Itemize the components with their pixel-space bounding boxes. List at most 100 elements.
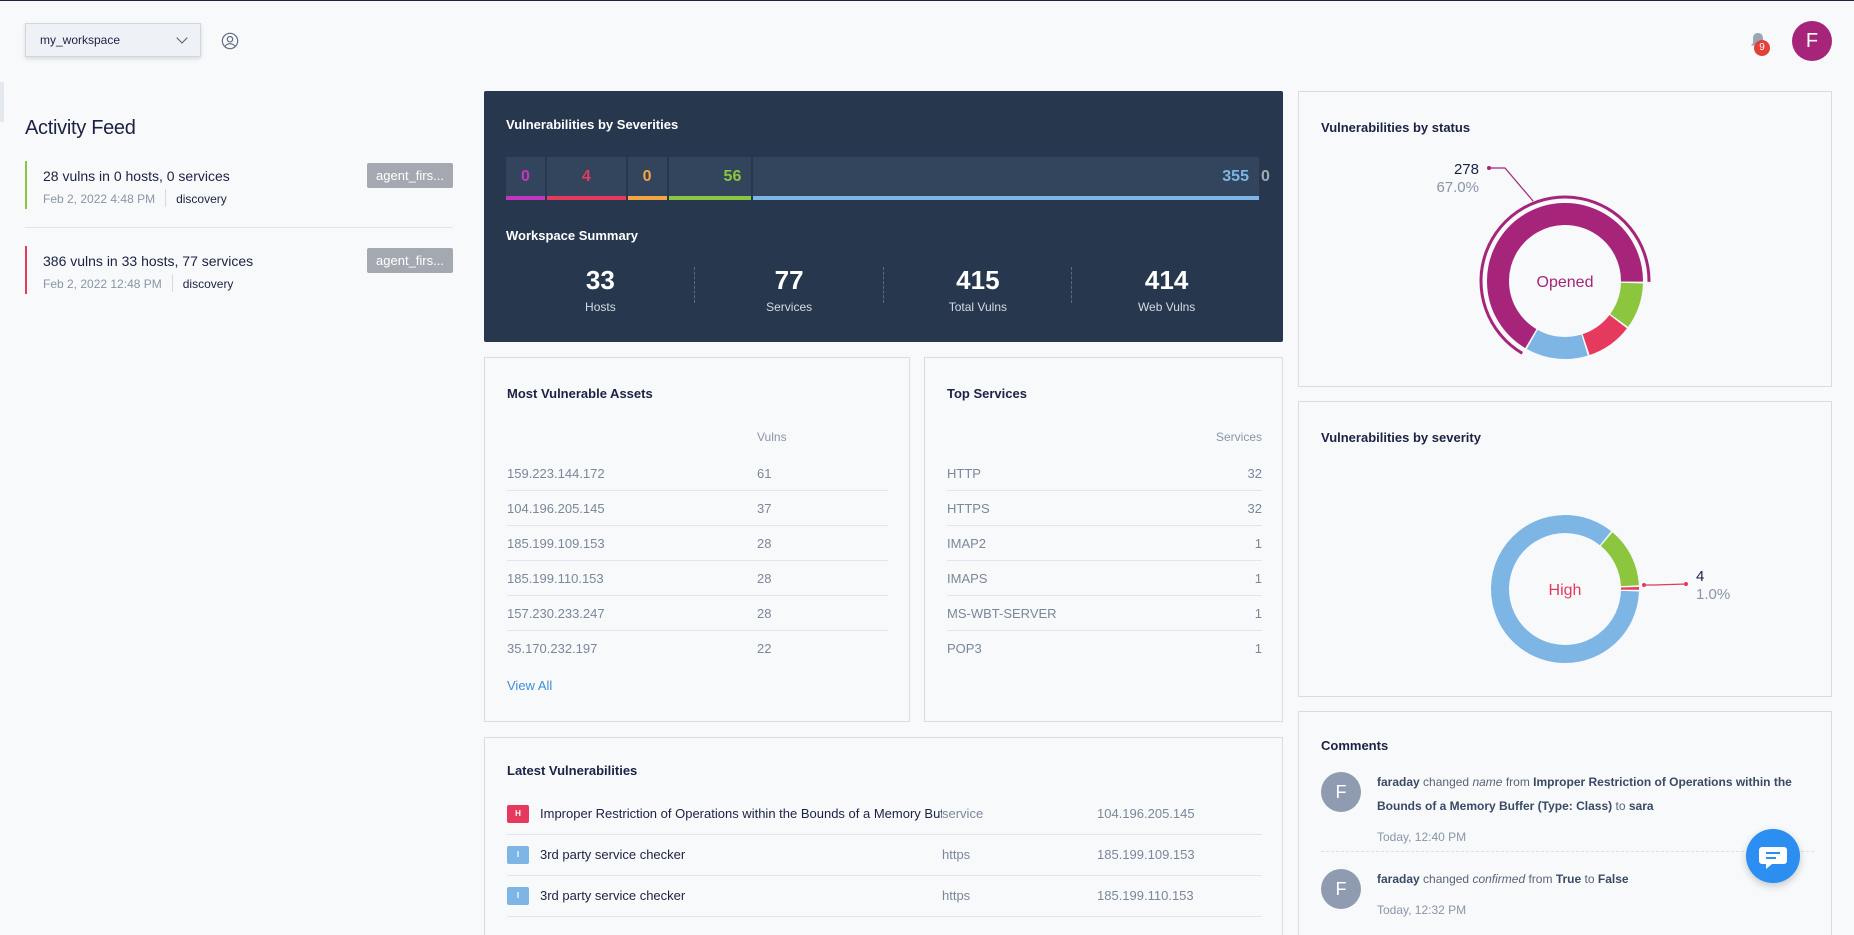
severity-count-value: 0	[520, 168, 530, 185]
severity-bar: 0 4 0 56 355 0	[506, 157, 1270, 200]
most-vulnerable-assets-card: Most Vulnerable Assets Vulns 159.223.144…	[484, 357, 910, 722]
asset-vulns: 28	[757, 570, 772, 586]
table-row[interactable]: I 3rd party service checker https 185.19…	[507, 834, 1262, 876]
donut-slice-medium[interactable]	[1600, 532, 1639, 587]
table-row[interactable]: IMAP2 1	[947, 526, 1262, 561]
service-name: HTTPS	[947, 500, 990, 516]
stat-label: Services	[766, 300, 813, 314]
donut-slice-info[interactable]	[1491, 515, 1639, 663]
donut-highlight-arc	[1479, 195, 1651, 355]
card-title: Top Services	[947, 386, 1027, 401]
table-row[interactable]: 104.196.205.145 37	[507, 491, 888, 526]
table-row[interactable]: H Improper Restriction of Operations wit…	[507, 793, 1262, 835]
severity-badge: I	[507, 845, 529, 864]
service-name: IMAP2	[947, 535, 987, 551]
table-row[interactable]: 185.199.110.153 28	[507, 561, 888, 596]
divider	[693, 267, 695, 303]
service-name: IMAPS	[947, 570, 988, 586]
feed-item[interactable]: 28 vulns in 0 hosts, 0 services Feb 2, 2…	[25, 161, 453, 213]
stat-value: 77	[774, 265, 804, 295]
table-row[interactable]: 185.199.109.153 28	[507, 526, 888, 561]
view-all-link[interactable]: View All	[507, 678, 553, 693]
chat-button[interactable]	[1746, 829, 1800, 883]
callout-percent: 1.0%	[1696, 586, 1730, 603]
card-title: Vulnerabilities by severity	[1321, 430, 1481, 445]
stat-hosts[interactable]: 33 Hosts	[506, 265, 695, 325]
service-count: 1	[1254, 535, 1262, 551]
table-row[interactable]: 159.223.144.172 61	[507, 456, 888, 491]
feed-item-date: Feb 2, 2022 12:48 PM	[43, 277, 162, 291]
stat-web-vulns[interactable]: 414 Web Vulns	[1072, 265, 1261, 325]
feed-status-bar	[25, 161, 27, 209]
column-header: Services	[1215, 430, 1262, 444]
vuln-ip: 185.199.109.153	[1097, 847, 1195, 862]
severity-underline	[546, 196, 626, 200]
table-row[interactable]: HTTPS 32	[947, 491, 1262, 526]
notification-badge: 9	[1754, 40, 1770, 56]
stat-value: 415	[956, 265, 1000, 295]
top-border	[0, 0, 1854, 1]
service-name: HTTP	[947, 465, 981, 481]
severity-underline	[668, 196, 752, 200]
asset-vulns: 37	[757, 500, 772, 516]
table-row[interactable]: HTTP 32	[947, 456, 1262, 491]
vuln-ip: 185.199.110.153	[1097, 888, 1194, 903]
workspace-name: my_workspace	[40, 33, 121, 47]
avatar: F	[1321, 869, 1361, 909]
severity-count-value: 0	[642, 168, 652, 185]
feed-item-text: 28 vulns in 0 hosts, 0 services	[43, 168, 230, 184]
stat-value: 33	[585, 265, 615, 295]
asset-ip: 157.230.233.247	[507, 605, 605, 621]
table-row[interactable]: I 3rd party service checker https 185.19…	[507, 875, 1262, 917]
donut-slice-risk-accepted[interactable]	[1526, 329, 1588, 359]
callout-line	[1642, 583, 1687, 586]
severity-count-1[interactable]: 4	[546, 157, 626, 200]
severity-badge: I	[507, 886, 529, 905]
comment-text: faraday changed name from Improper Restr…	[1377, 775, 1792, 813]
comment-time: Today, 12:40 PM	[1377, 830, 1467, 844]
asset-ip: 185.199.109.153	[507, 535, 605, 551]
avatar: F	[1321, 772, 1361, 812]
service-count: 32	[1247, 465, 1262, 481]
comment-text: faraday changed confirmed from True to F…	[1377, 872, 1629, 886]
card-title: Comments	[1321, 738, 1389, 753]
donut-slice-closed[interactable]	[1609, 282, 1643, 327]
donut-slice-re-opened[interactable]	[1582, 314, 1627, 356]
feed-item-category: discovery	[176, 192, 227, 206]
agent-tag[interactable]: agent_firs...	[367, 248, 453, 273]
severity-count-4[interactable]: 355	[753, 157, 1259, 200]
user-circle-icon[interactable]	[221, 32, 239, 50]
agent-tag[interactable]: agent_firs...	[367, 163, 453, 188]
feed-item[interactable]: 386 vulns in 33 hosts, 77 services Feb 2…	[25, 246, 453, 298]
service-name: MS-WBT-SERVER	[947, 605, 1057, 621]
stat-label: Total Vulns	[948, 300, 1007, 314]
avatar[interactable]: F	[1792, 21, 1832, 61]
table-row[interactable]: POP3 1	[947, 631, 1262, 666]
card-title: Vulnerabilities by status	[1321, 120, 1471, 135]
divider	[165, 189, 167, 207]
feed-item-category: discovery	[182, 277, 234, 291]
severity-count-3[interactable]: 56	[668, 157, 752, 200]
summary-title: Workspace Summary	[506, 228, 638, 243]
divider	[1321, 851, 1814, 852]
severity-count-0[interactable]: 0	[506, 157, 545, 200]
severity-donut-chart: High 41.0%	[1491, 515, 1730, 663]
stat-services[interactable]: 77 Services	[695, 265, 884, 325]
divider	[25, 227, 453, 228]
vuln-name: Improper Restriction of Operations withi…	[540, 806, 942, 821]
stat-total-vulns[interactable]: 415 Total Vulns	[884, 265, 1073, 325]
callout-percent: 67.0%	[1436, 179, 1479, 196]
activity-feed-title: Activity Feed	[25, 117, 136, 139]
feed-item-date: Feb 2, 2022 4:48 PM	[43, 192, 156, 206]
severity-count-2[interactable]: 0	[627, 157, 667, 200]
table-row[interactable]: 35.170.232.197 22	[507, 631, 888, 666]
workspace-selector[interactable]: my_workspace	[25, 23, 201, 57]
donut-center-label: High	[1549, 582, 1582, 599]
table-row[interactable]: 157.230.233.247 28	[507, 596, 888, 631]
vuln-service: https	[942, 888, 971, 903]
donut-slice-opened[interactable]	[1487, 203, 1643, 349]
chat-icon	[1759, 847, 1787, 869]
table-row[interactable]: IMAPS 1	[947, 561, 1262, 596]
table-row[interactable]: MS-WBT-SERVER 1	[947, 596, 1262, 631]
vuln-name: 3rd party service checker	[540, 847, 686, 862]
